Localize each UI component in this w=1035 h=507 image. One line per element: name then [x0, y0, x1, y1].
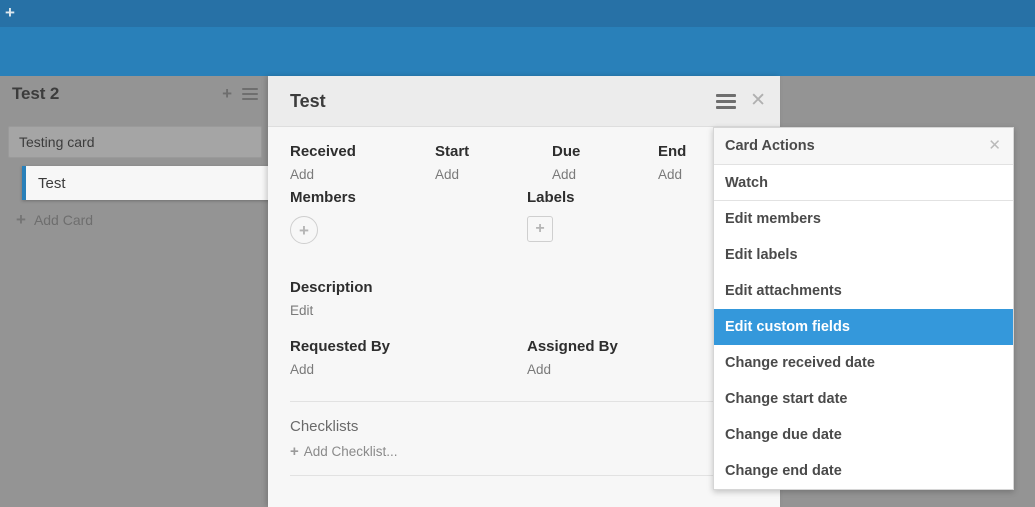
menu-item-change-due-date[interactable]: Change due date	[714, 417, 1013, 453]
field-label: Checklists	[290, 418, 359, 435]
add-label-button[interactable]: +	[527, 216, 553, 242]
field-description: Description Edit	[290, 277, 758, 318]
plus-icon[interactable]: +	[5, 3, 15, 22]
members-labels-row: Members + Labels +	[290, 189, 758, 277]
field-label: Assigned By	[527, 338, 618, 355]
field-received: Received Add	[290, 143, 356, 182]
top-toolbar: +	[0, 0, 1035, 27]
divider	[290, 401, 758, 402]
card-actions-popup: Card Actions ✕ Watch Edit members Edit l…	[713, 127, 1014, 490]
field-label: Start	[435, 143, 470, 160]
card-detail-body: Received Add Start Add Due Add End Add	[268, 127, 780, 476]
field-start: Start Add	[435, 143, 469, 182]
field-label: End	[658, 143, 687, 160]
card-title: Test	[38, 174, 66, 192]
description-edit-link[interactable]: Edit	[290, 303, 314, 318]
field-value-add[interactable]: Add	[658, 167, 683, 182]
menu-item-edit-labels[interactable]: Edit labels	[714, 237, 1013, 273]
add-card-button[interactable]: + Add Card	[16, 210, 94, 229]
menu-item-edit-custom-fields[interactable]: Edit custom fields	[714, 309, 1013, 345]
field-value-add[interactable]: Add	[527, 362, 552, 377]
date-fields-row: Received Add Start Add Due Add End Add	[290, 127, 758, 189]
menu-item-label: Change start date	[725, 391, 848, 407]
field-label: Members	[290, 189, 356, 206]
page-title: Test	[290, 90, 326, 111]
add-checklist-label: Add Checklist...	[303, 444, 398, 459]
field-labels: Labels +	[527, 189, 575, 242]
menu-item-change-start-date[interactable]: Change start date	[714, 381, 1013, 417]
menu-item-change-received-date[interactable]: Change received date	[714, 345, 1013, 381]
field-value-add[interactable]: Add	[290, 362, 315, 377]
list-test-2: Test 2 + Testing card + Add Card	[0, 76, 270, 507]
field-assigned-by: Assigned By Add	[527, 338, 618, 377]
field-checklists: Checklists + Add Checklist...	[290, 402, 758, 475]
menu-item-label: Edit labels	[725, 247, 798, 263]
field-label: Description	[290, 279, 373, 296]
menu-item-label: Watch	[725, 174, 768, 191]
field-label: Labels	[527, 189, 575, 206]
card-detail-header: Test ✕	[268, 76, 780, 127]
field-end: End Add	[658, 143, 686, 182]
field-requested-by: Requested By Add	[290, 338, 390, 377]
field-label: Due	[552, 143, 581, 160]
menu-item-label: Change end date	[725, 463, 842, 479]
menu-item-label: Edit custom fields	[725, 319, 850, 335]
close-icon[interactable]: ✕	[750, 90, 766, 111]
menu-item-change-end-date[interactable]: Change end date	[714, 453, 1013, 489]
popup-header: Card Actions ✕	[714, 128, 1013, 165]
field-label: Received	[290, 143, 356, 160]
add-checklist-button[interactable]: + Add Checklist...	[290, 442, 758, 460]
hamburger-icon[interactable]	[716, 91, 737, 112]
divider	[290, 475, 758, 476]
card-detail-panel: Test ✕ Received Add Start Add Due Add	[268, 76, 780, 507]
plus-icon: +	[535, 220, 545, 237]
list-header: Test 2 +	[0, 76, 270, 112]
menu-item-edit-members[interactable]: Edit members	[714, 201, 1013, 237]
popup-title: Card Actions	[725, 138, 815, 154]
menu-item-edit-attachments[interactable]: Edit attachments	[714, 273, 1013, 309]
list-item-selected[interactable]: Test	[22, 166, 272, 200]
list-item[interactable]: Testing card	[8, 126, 262, 158]
hamburger-icon[interactable]	[242, 85, 258, 103]
card-title: Testing card	[19, 134, 95, 150]
add-member-button[interactable]: +	[290, 216, 318, 244]
menu-item-label: Edit attachments	[725, 283, 842, 299]
field-value-add[interactable]: Add	[552, 167, 577, 182]
field-value-add[interactable]: Add	[290, 167, 315, 182]
menu-item-label: Edit members	[725, 211, 821, 227]
close-icon[interactable]: ✕	[988, 137, 1001, 154]
board-header-bar	[0, 27, 1035, 76]
field-members: Members +	[290, 189, 356, 244]
plus-icon: +	[290, 442, 299, 460]
field-value-add[interactable]: Add	[435, 167, 460, 182]
list-title: Test 2	[12, 84, 60, 103]
plus-icon[interactable]: +	[222, 84, 232, 103]
by-fields-row: Requested By Add Assigned By Add	[290, 338, 758, 401]
field-label: Requested By	[290, 338, 391, 355]
plus-icon: +	[299, 220, 309, 240]
menu-item-label: Change received date	[725, 355, 875, 371]
menu-item-watch[interactable]: Watch	[714, 165, 1013, 201]
field-due: Due Add	[552, 143, 580, 182]
plus-icon: +	[16, 210, 26, 229]
menu-item-label: Change due date	[725, 427, 842, 443]
add-card-label: Add Card	[33, 212, 94, 228]
